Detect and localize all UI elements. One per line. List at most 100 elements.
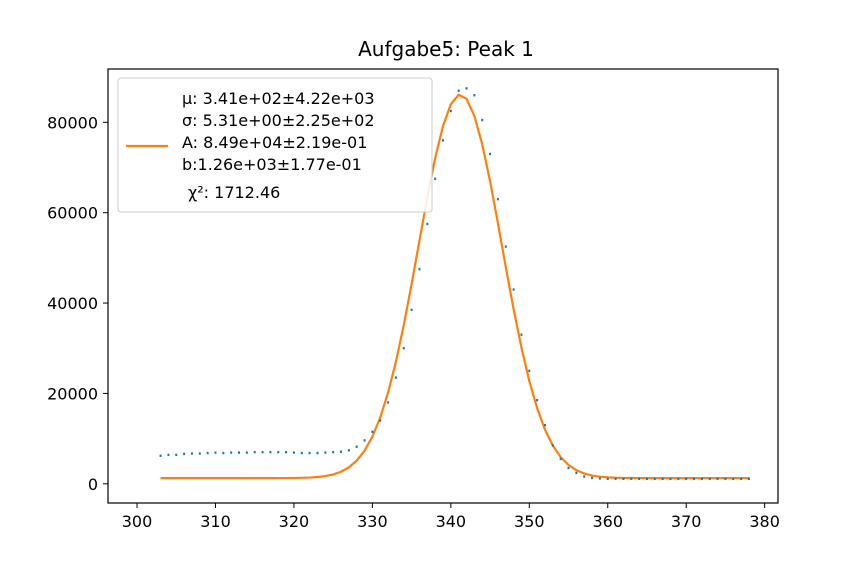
data-point (669, 477, 672, 481)
data-point (465, 87, 468, 90)
data-point (222, 451, 225, 455)
data-point (434, 177, 437, 180)
data-point (324, 451, 327, 454)
x-axis: 300 310 320 330 340 350 360 370 380 (122, 503, 780, 531)
data-point (622, 477, 625, 481)
x-tick-label: 340 (436, 512, 467, 531)
data-point (496, 197, 499, 201)
data-point (387, 401, 390, 404)
data-point (245, 451, 248, 454)
data-point (559, 457, 562, 461)
data-point (214, 451, 217, 454)
data-point (190, 452, 193, 455)
data-point (159, 454, 162, 457)
data-point (693, 477, 696, 481)
data-point (292, 451, 295, 454)
data-point (394, 376, 397, 379)
x-tick-label: 330 (357, 512, 388, 531)
x-tick-label: 350 (514, 512, 545, 531)
data-point (277, 450, 280, 454)
data-point (732, 477, 735, 481)
y-tick-label: 80000 (47, 113, 98, 132)
data-point (536, 399, 539, 402)
x-tick-label: 380 (749, 512, 780, 531)
legend-background-label: b:1.26e+03±1.77e-01 (182, 155, 362, 174)
plot-frame (107, 68, 779, 504)
x-tick-label: 310 (200, 512, 231, 531)
legend-chi-square-label: χ²: 1712.46 (188, 183, 280, 202)
data-point (285, 450, 288, 454)
data-point (543, 423, 546, 427)
y-tick-label: 60000 (47, 204, 98, 223)
data-point (740, 477, 743, 481)
data-point (253, 450, 256, 454)
data-point (371, 430, 374, 434)
legend-box (117, 77, 433, 213)
legend-amplitude-label: A: 8.49e+04±2.19e-01 (182, 133, 367, 152)
x-tick-label: 360 (592, 512, 623, 531)
data-point (716, 477, 719, 481)
data-point (418, 267, 421, 271)
data-point (630, 477, 633, 481)
data-point (347, 449, 350, 452)
data-point (308, 451, 311, 455)
data-point (614, 477, 617, 481)
data-points-layer (159, 87, 750, 481)
y-tick-label: 0 (88, 475, 98, 494)
data-point (653, 477, 656, 481)
data-point (747, 477, 750, 481)
data-point (481, 118, 484, 122)
chart-title: Aufgabe5: Peak 1 (358, 37, 534, 61)
data-point (567, 466, 570, 470)
data-point (175, 453, 178, 457)
data-point (457, 89, 460, 92)
data-point (598, 477, 601, 480)
data-point (426, 222, 429, 226)
data-point (183, 452, 186, 456)
data-point (206, 451, 209, 455)
y-tick-label: 20000 (47, 384, 98, 403)
data-point (198, 452, 201, 455)
fit-curve-layer (160, 93, 749, 480)
data-point (442, 139, 444, 142)
data-point (512, 288, 515, 291)
legend-sigma-label: σ: 5.31e+00±2.25e+02 (182, 111, 375, 130)
data-point (700, 477, 703, 481)
data-point (591, 476, 594, 480)
data-point (410, 308, 413, 312)
data-point (724, 477, 727, 481)
data-point (575, 471, 578, 475)
x-tick-label: 320 (279, 512, 310, 531)
fit-curve (160, 93, 749, 480)
data-point (638, 477, 641, 481)
data-point (708, 477, 711, 481)
data-point (300, 451, 303, 455)
data-point (520, 333, 523, 336)
data-point (606, 477, 609, 481)
data-point (261, 450, 264, 454)
data-point (230, 451, 233, 454)
y-axis: 0 20000 40000 60000 80000 (47, 113, 108, 494)
data-point (379, 419, 382, 422)
data-point (645, 477, 648, 481)
data-point (583, 475, 586, 478)
data-point (363, 439, 366, 442)
legend-mu-label: μ: 3.41e+02±4.22e+03 (182, 89, 375, 108)
y-tick-label: 40000 (47, 294, 98, 313)
data-point (504, 245, 507, 248)
data-point (677, 477, 680, 481)
data-point (238, 451, 241, 454)
data-point (402, 347, 405, 350)
legend: μ: 3.41e+02±4.22e+03 σ: 5.31e+00±2.25e+0… (117, 77, 433, 213)
data-point (551, 444, 554, 447)
data-point (167, 453, 170, 457)
data-point (316, 451, 319, 455)
data-point (269, 450, 272, 454)
data-point (661, 477, 664, 481)
data-point (340, 450, 343, 453)
data-point (473, 94, 476, 97)
data-point (332, 450, 335, 454)
x-tick-label: 370 (671, 512, 702, 531)
